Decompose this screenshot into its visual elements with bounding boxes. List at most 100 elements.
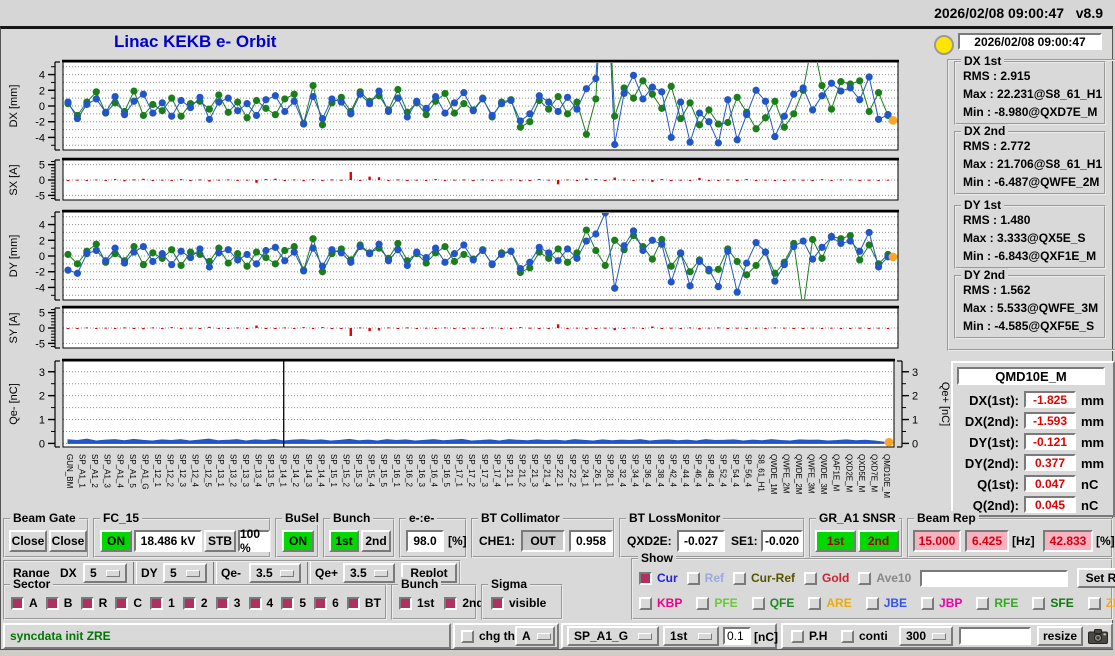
- checkbox-qfe[interactable]: QFE: [751, 596, 794, 610]
- gr-2nd-button[interactable]: 2nd: [858, 530, 899, 552]
- monitor-x-label[interactable]: SP_24_1: [580, 454, 589, 487]
- monitor-x-label[interactable]: SP_12_4: [191, 454, 200, 487]
- ee-ratio-field[interactable]: 98.0: [406, 530, 444, 552]
- checkbox-1st[interactable]: 1st: [399, 596, 434, 610]
- monitor-x-label[interactable]: QWDE_1M: [769, 454, 778, 495]
- checkbox-ave10[interactable]: Ave10: [858, 571, 911, 585]
- checkbox-cur-ref[interactable]: Cur-Ref: [733, 571, 795, 585]
- monitor-x-label[interactable]: SP_26_1: [593, 454, 602, 487]
- monitor-x-label[interactable]: SP_54_4: [731, 454, 740, 487]
- monitor-x-label[interactable]: SP_13_5: [266, 454, 275, 487]
- che1-out-button[interactable]: OUT: [521, 530, 565, 552]
- monitor-x-label[interactable]: SP_21_3: [530, 454, 539, 487]
- monitor-x-label[interactable]: SP_22_1: [555, 454, 564, 487]
- monitor-x-label[interactable]: SP_28_1: [605, 454, 614, 487]
- monitor-x-label[interactable]: SP_13_4: [254, 454, 263, 487]
- monitor-x-label[interactable]: SP_46_4: [693, 454, 702, 487]
- monitor-x-label[interactable]: SP_13_2: [228, 454, 237, 487]
- monitor-x-label[interactable]: QXD7E_M: [869, 454, 878, 493]
- monitor-x-label[interactable]: QAF1E_M: [832, 454, 841, 492]
- monitor-x-label[interactable]: GUN_BM: [65, 454, 74, 489]
- monitor-x-label[interactable]: QWDE_3M: [819, 454, 828, 495]
- monitor-x-label[interactable]: QWFE_2M: [781, 454, 790, 494]
- monitor-x-label[interactable]: SP_21_1: [505, 454, 514, 487]
- monitor-x-label[interactable]: SP_22_2: [568, 454, 577, 487]
- set-ref-button[interactable]: Set Ref: [1077, 568, 1115, 588]
- monitor-x-label[interactable]: SP_44_4: [681, 454, 690, 487]
- bunch-2nd-button[interactable]: 2nd: [361, 530, 391, 552]
- monitor-x-label[interactable]: SP_36_4: [643, 454, 652, 487]
- checkbox-2nd[interactable]: 2nd: [444, 596, 484, 610]
- checkbox-1[interactable]: 1: [150, 596, 175, 610]
- sx-chart[interactable]: 5 0 -5 SX [A]: [1, 157, 941, 203]
- monitor-x-label[interactable]: QMD10E_M: [882, 454, 891, 498]
- checkbox-2[interactable]: 2: [182, 596, 208, 610]
- gr-1st-button[interactable]: 1st: [815, 530, 856, 552]
- camera-icon[interactable]: [1087, 626, 1109, 646]
- count-select[interactable]: 300: [899, 626, 953, 646]
- sy-chart[interactable]: 5 0 -5 SY [A]: [1, 305, 941, 351]
- checkbox-are[interactable]: ARE: [808, 596, 852, 610]
- monitor-x-label[interactable]: SP_34_4: [631, 454, 640, 487]
- monitor-x-label[interactable]: SP_48_4: [706, 454, 715, 487]
- monitor-x-label[interactable]: SP_15_2: [342, 454, 351, 487]
- monitor-x-label[interactable]: SP_16_3: [417, 454, 426, 487]
- monitor-x-label[interactable]: SP_13_3: [241, 454, 250, 487]
- checkbox-sfe[interactable]: SFE: [1032, 596, 1074, 610]
- monitor-x-label[interactable]: SP_32_4: [618, 454, 627, 487]
- monitor-x-label[interactable]: SP_12_5: [203, 454, 212, 487]
- monitor-x-label[interactable]: SP_38_4: [656, 454, 665, 487]
- monitor-x-label[interactable]: SP_12_1: [153, 454, 162, 487]
- monitor-x-label[interactable]: SP_14_3: [304, 454, 313, 487]
- monitor-x-label[interactable]: SP_13_1: [216, 454, 225, 487]
- monitor-x-label[interactable]: SP_15_5: [379, 454, 388, 487]
- monitor-x-label[interactable]: SP_15_1: [329, 454, 338, 487]
- checkbox-visible[interactable]: visible: [491, 596, 546, 610]
- checkbox-pfe[interactable]: PFE: [696, 596, 738, 610]
- checkbox-3[interactable]: 3: [215, 596, 240, 610]
- monitor-x-label[interactable]: SP_12_3: [178, 454, 187, 487]
- monitor-x-label[interactable]: S8_61_H1: [756, 454, 765, 492]
- fc15-on-button[interactable]: ON: [100, 530, 132, 552]
- range-qem-select[interactable]: 3.5: [249, 563, 301, 583]
- range-dy-select[interactable]: 5: [163, 563, 207, 583]
- monitor-x-label[interactable]: SP_17_1: [455, 454, 464, 487]
- resize-button[interactable]: resize: [1037, 626, 1083, 646]
- monitor-x-label[interactable]: QWFE_3M: [807, 454, 816, 494]
- fc15-stb-button[interactable]: STB: [204, 530, 236, 552]
- checkbox-ph[interactable]: P.H: [791, 629, 827, 643]
- checkbox-5[interactable]: 5: [281, 596, 306, 610]
- monitor-x-label[interactable]: SP_42_4: [668, 454, 677, 487]
- checkbox-jbe[interactable]: JBE: [865, 596, 907, 610]
- monitor-x-label[interactable]: SP_17_2: [467, 454, 476, 487]
- checkbox-jbp[interactable]: JBP: [921, 596, 962, 610]
- monitor-x-label[interactable]: SP_A1_4: [115, 454, 124, 488]
- checkbox-a[interactable]: A: [11, 596, 38, 610]
- monitor-x-label[interactable]: SP_56_4: [744, 454, 753, 487]
- free-input[interactable]: [959, 627, 1031, 645]
- monitor-x-label[interactable]: SP_15_3: [354, 454, 363, 487]
- monitor-x-label[interactable]: SP_14_4: [316, 454, 325, 487]
- beam-gate-close-button-1[interactable]: Close: [9, 530, 47, 552]
- range-dx-select[interactable]: 5: [83, 563, 127, 583]
- monitor-x-label[interactable]: SP_16_2: [404, 454, 413, 487]
- sp-monitor-select[interactable]: SP_A1_G: [567, 626, 659, 646]
- dx-chart[interactable]: 4 2 0 -2 -4 DX [mm]: [1, 57, 941, 153]
- checkbox-bt[interactable]: BT: [346, 596, 381, 610]
- monitor-x-label[interactable]: SP_21_4: [543, 454, 552, 487]
- ref-name-input[interactable]: [920, 569, 1069, 587]
- monitor-x-label[interactable]: SP_A1_5: [128, 454, 137, 488]
- checkbox-ref[interactable]: Ref: [686, 571, 724, 585]
- monitor-x-label[interactable]: SP_A1_2: [90, 454, 99, 488]
- chg-th-select[interactable]: A: [515, 626, 555, 646]
- monitor-x-label[interactable]: SP_15_4: [367, 454, 376, 487]
- monitor-x-label[interactable]: SP_16_4: [430, 454, 439, 487]
- checkbox-chg-th[interactable]: chg th: [461, 629, 515, 643]
- range-qep-select[interactable]: 3.5: [343, 563, 395, 583]
- beam-gate-close-button-2[interactable]: Close: [49, 530, 87, 552]
- monitor-x-label[interactable]: SP_17_4: [492, 454, 501, 487]
- monitor-x-label[interactable]: SP_14_1: [279, 454, 288, 487]
- dy-chart[interactable]: 4 2 0 -2 -4 DY [mm]: [1, 207, 941, 303]
- monitor-x-label[interactable]: SP_A1_3: [103, 454, 112, 488]
